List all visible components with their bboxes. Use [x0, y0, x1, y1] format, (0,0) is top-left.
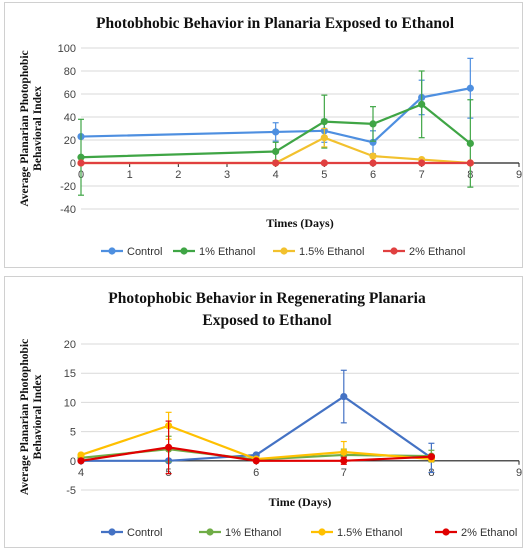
y-tick-label: 60: [64, 89, 76, 101]
legend-label-control: Control: [127, 246, 162, 258]
data-point-2-ethanol: [418, 159, 426, 167]
y-tick-label: 80: [64, 66, 76, 78]
legend-marker-1-ethanol: [206, 528, 214, 536]
y-axis-title: Average Planarian Photophobic: [19, 339, 31, 495]
legend-label-control: Control: [127, 527, 162, 539]
series-line-control: [81, 395, 433, 462]
data-point-2-ethanol: [77, 457, 85, 465]
data-point-control: [340, 392, 348, 401]
data-point-2-ethanol: [369, 159, 377, 167]
legend-label-1-ethanol: 1% Ethanol: [199, 246, 255, 258]
x-tick-label: 4: [273, 169, 279, 181]
y-tick-label: 0: [70, 456, 76, 468]
legend-marker-1-5-ethanol: [280, 247, 288, 255]
data-point-2-ethanol: [427, 453, 435, 461]
legend-marker-1-5-ethanol: [318, 528, 326, 536]
legend-label-2-ethanol: 2% Ethanol: [461, 527, 517, 539]
data-point-1-5-ethanol: [369, 152, 377, 160]
x-axis-title: Times (Days): [266, 216, 333, 230]
y-axis-title: Average Planarian Photophobic: [19, 50, 31, 206]
x-tick-label: 9: [516, 169, 522, 181]
y-tick-label: -40: [60, 204, 76, 216]
data-point-1-ethanol: [77, 153, 85, 161]
x-tick-label: 1: [127, 169, 133, 181]
chart-title: Photophobic Behavior in Regenerating Pla…: [108, 290, 426, 307]
x-tick-label: 6: [253, 467, 259, 479]
data-point-1-5-ethanol: [320, 134, 328, 142]
y-axis-title: Behavioral Index: [32, 86, 44, 171]
y-tick-label: 20: [64, 339, 76, 351]
data-point-control: [272, 128, 280, 136]
data-point-2-ethanol: [272, 159, 280, 167]
data-point-1-ethanol: [320, 118, 328, 126]
chart-panel-top: Photobhobic Behavior in Planaria Exposed…: [4, 2, 523, 268]
legend-label-1-5-ethanol: 1.5% Ethanol: [337, 527, 402, 539]
chart-panel-bottom: Photophobic Behavior in Regenerating Pla…: [4, 276, 523, 548]
y-tick-label: -5: [66, 485, 76, 497]
x-tick-label: 4: [78, 467, 84, 479]
legend-label-1-ethanol: 1% Ethanol: [225, 527, 281, 539]
data-point-1-5-ethanol: [340, 448, 348, 456]
data-point-2-ethanol: [320, 159, 328, 167]
legend-marker-2-ethanol: [442, 528, 450, 536]
data-point-1-5-ethanol: [77, 451, 85, 459]
x-tick-label: 9: [516, 467, 522, 479]
legend-label-1-5-ethanol: 1.5% Ethanol: [299, 246, 364, 258]
chart-svg-bottom: Photophobic Behavior in Regenerating Pla…: [19, 290, 522, 539]
series-line-control: [80, 87, 471, 144]
x-tick-label: 2: [175, 169, 181, 181]
series-line-1-ethanol: [80, 103, 472, 159]
data-point-2-ethanol: [77, 159, 85, 167]
legend-marker-2-ethanol: [390, 247, 398, 255]
legend-marker-control: [108, 247, 116, 255]
chart-title: Photobhobic Behavior in Planaria Exposed…: [96, 15, 455, 32]
data-point-2-ethanol: [252, 457, 260, 465]
x-tick-label: 3: [224, 169, 230, 181]
data-point-control: [466, 84, 474, 92]
y-axis-title: Behavioral Index: [32, 374, 44, 459]
chart-title: Exposed to Ethanol: [202, 312, 332, 329]
x-tick-label: 5: [321, 169, 327, 181]
data-point-1-ethanol: [418, 100, 426, 108]
legend-marker-control: [108, 528, 116, 536]
data-point-2-ethanol: [165, 443, 173, 451]
data-point-1-ethanol: [272, 147, 280, 156]
y-tick-label: 5: [70, 427, 76, 439]
y-tick-label: 15: [64, 368, 76, 380]
y-tick-label: 20: [64, 135, 76, 147]
data-point-2-ethanol: [340, 457, 348, 465]
y-tick-label: 40: [64, 112, 76, 124]
y-tick-label: -20: [60, 181, 76, 193]
y-tick-label: 10: [64, 397, 76, 409]
data-point-2-ethanol: [466, 159, 474, 167]
data-point-control: [369, 138, 377, 146]
x-tick-label: 7: [341, 467, 347, 479]
data-point-1-ethanol: [466, 139, 474, 148]
legend-marker-1-ethanol: [180, 247, 188, 255]
x-tick-label: 6: [370, 169, 376, 181]
y-tick-label: 0: [70, 158, 76, 170]
data-point-1-ethanol: [369, 120, 377, 128]
legend-label-2-ethanol: 2% Ethanol: [409, 246, 465, 258]
y-tick-label: 100: [58, 43, 76, 55]
chart-svg-top: Photobhobic Behavior in Planaria Exposed…: [19, 15, 522, 258]
x-tick-label: 7: [419, 169, 425, 181]
x-axis-title: Time (Days): [269, 495, 332, 509]
